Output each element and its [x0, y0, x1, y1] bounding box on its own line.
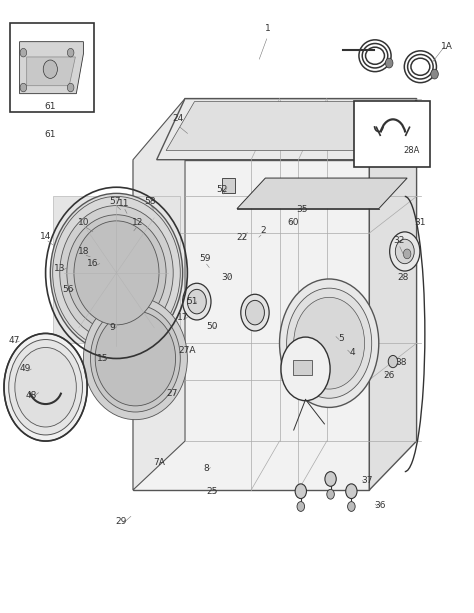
Ellipse shape — [95, 311, 175, 406]
Text: 14: 14 — [40, 232, 51, 241]
Text: 35: 35 — [296, 205, 308, 215]
Text: 61: 61 — [45, 102, 56, 110]
Bar — [10, 23, 94, 112]
Circle shape — [4, 333, 87, 441]
Circle shape — [431, 69, 438, 79]
Circle shape — [403, 249, 411, 259]
Text: 36: 36 — [374, 501, 385, 510]
Circle shape — [15, 348, 76, 427]
Circle shape — [388, 356, 398, 368]
Text: 1A: 1A — [441, 42, 453, 51]
Polygon shape — [19, 42, 83, 94]
Circle shape — [20, 48, 27, 57]
Text: 2: 2 — [260, 226, 266, 235]
Circle shape — [246, 300, 264, 325]
Text: 29: 29 — [116, 517, 127, 527]
Text: 31: 31 — [415, 218, 426, 227]
Ellipse shape — [60, 205, 173, 340]
Circle shape — [287, 288, 372, 398]
Text: 26: 26 — [383, 370, 395, 379]
Circle shape — [20, 83, 27, 92]
Circle shape — [395, 239, 414, 264]
Text: 15: 15 — [97, 354, 108, 363]
Text: 25: 25 — [207, 487, 218, 496]
Circle shape — [297, 501, 305, 511]
Text: 13: 13 — [54, 264, 65, 273]
Text: 49: 49 — [19, 364, 31, 373]
Text: 28A: 28A — [404, 146, 420, 155]
Ellipse shape — [74, 221, 159, 325]
Circle shape — [327, 489, 334, 499]
Text: 32: 32 — [393, 236, 404, 245]
Polygon shape — [133, 160, 369, 490]
Ellipse shape — [91, 305, 180, 412]
Circle shape — [43, 60, 57, 78]
Text: 47: 47 — [8, 336, 19, 345]
Text: 58: 58 — [144, 197, 155, 206]
Text: 10: 10 — [78, 218, 89, 227]
Text: 16: 16 — [87, 259, 99, 268]
Text: 11: 11 — [118, 199, 129, 208]
Circle shape — [281, 337, 330, 401]
Text: 50: 50 — [207, 322, 218, 330]
Circle shape — [67, 48, 74, 57]
Bar — [354, 101, 430, 167]
Text: 18: 18 — [78, 247, 89, 256]
Circle shape — [67, 83, 74, 92]
Text: 17: 17 — [177, 313, 188, 322]
Text: 7A: 7A — [153, 458, 165, 467]
Polygon shape — [133, 99, 185, 490]
Ellipse shape — [83, 297, 187, 420]
Circle shape — [325, 471, 336, 486]
Circle shape — [390, 232, 420, 271]
Circle shape — [241, 294, 269, 331]
Polygon shape — [369, 99, 417, 490]
Polygon shape — [166, 102, 407, 151]
Circle shape — [385, 58, 393, 68]
Text: 5: 5 — [338, 334, 344, 343]
Polygon shape — [53, 196, 180, 343]
Text: 12: 12 — [132, 218, 144, 227]
Polygon shape — [156, 99, 417, 160]
Circle shape — [182, 283, 211, 320]
Text: 48: 48 — [26, 390, 37, 400]
Text: 22: 22 — [236, 234, 247, 243]
Ellipse shape — [53, 196, 180, 349]
Text: 56: 56 — [62, 285, 73, 294]
Text: 59: 59 — [199, 254, 210, 264]
Ellipse shape — [50, 193, 182, 352]
Text: 37: 37 — [361, 476, 373, 485]
Circle shape — [280, 279, 379, 408]
Text: 38: 38 — [396, 358, 407, 367]
Text: 8: 8 — [203, 464, 209, 473]
Circle shape — [346, 484, 357, 498]
Text: 52: 52 — [216, 185, 228, 194]
Text: 51: 51 — [186, 297, 198, 306]
Text: 27: 27 — [166, 389, 177, 398]
Text: 57: 57 — [109, 197, 121, 206]
Text: 60: 60 — [287, 218, 299, 227]
Polygon shape — [27, 57, 75, 86]
Text: 4: 4 — [350, 348, 356, 357]
Circle shape — [347, 501, 355, 511]
Text: 30: 30 — [221, 273, 232, 281]
Text: 61: 61 — [45, 129, 56, 139]
Bar — [222, 178, 235, 193]
Circle shape — [187, 289, 206, 314]
Text: 1: 1 — [265, 24, 271, 32]
Text: 27A: 27A — [179, 346, 196, 355]
Bar — [293, 360, 312, 375]
Text: 24: 24 — [172, 113, 183, 123]
Ellipse shape — [67, 215, 166, 331]
Circle shape — [295, 484, 307, 498]
Text: 9: 9 — [109, 324, 115, 332]
Text: 28: 28 — [398, 273, 409, 281]
Circle shape — [294, 297, 365, 389]
Polygon shape — [237, 178, 407, 208]
Circle shape — [9, 340, 82, 435]
